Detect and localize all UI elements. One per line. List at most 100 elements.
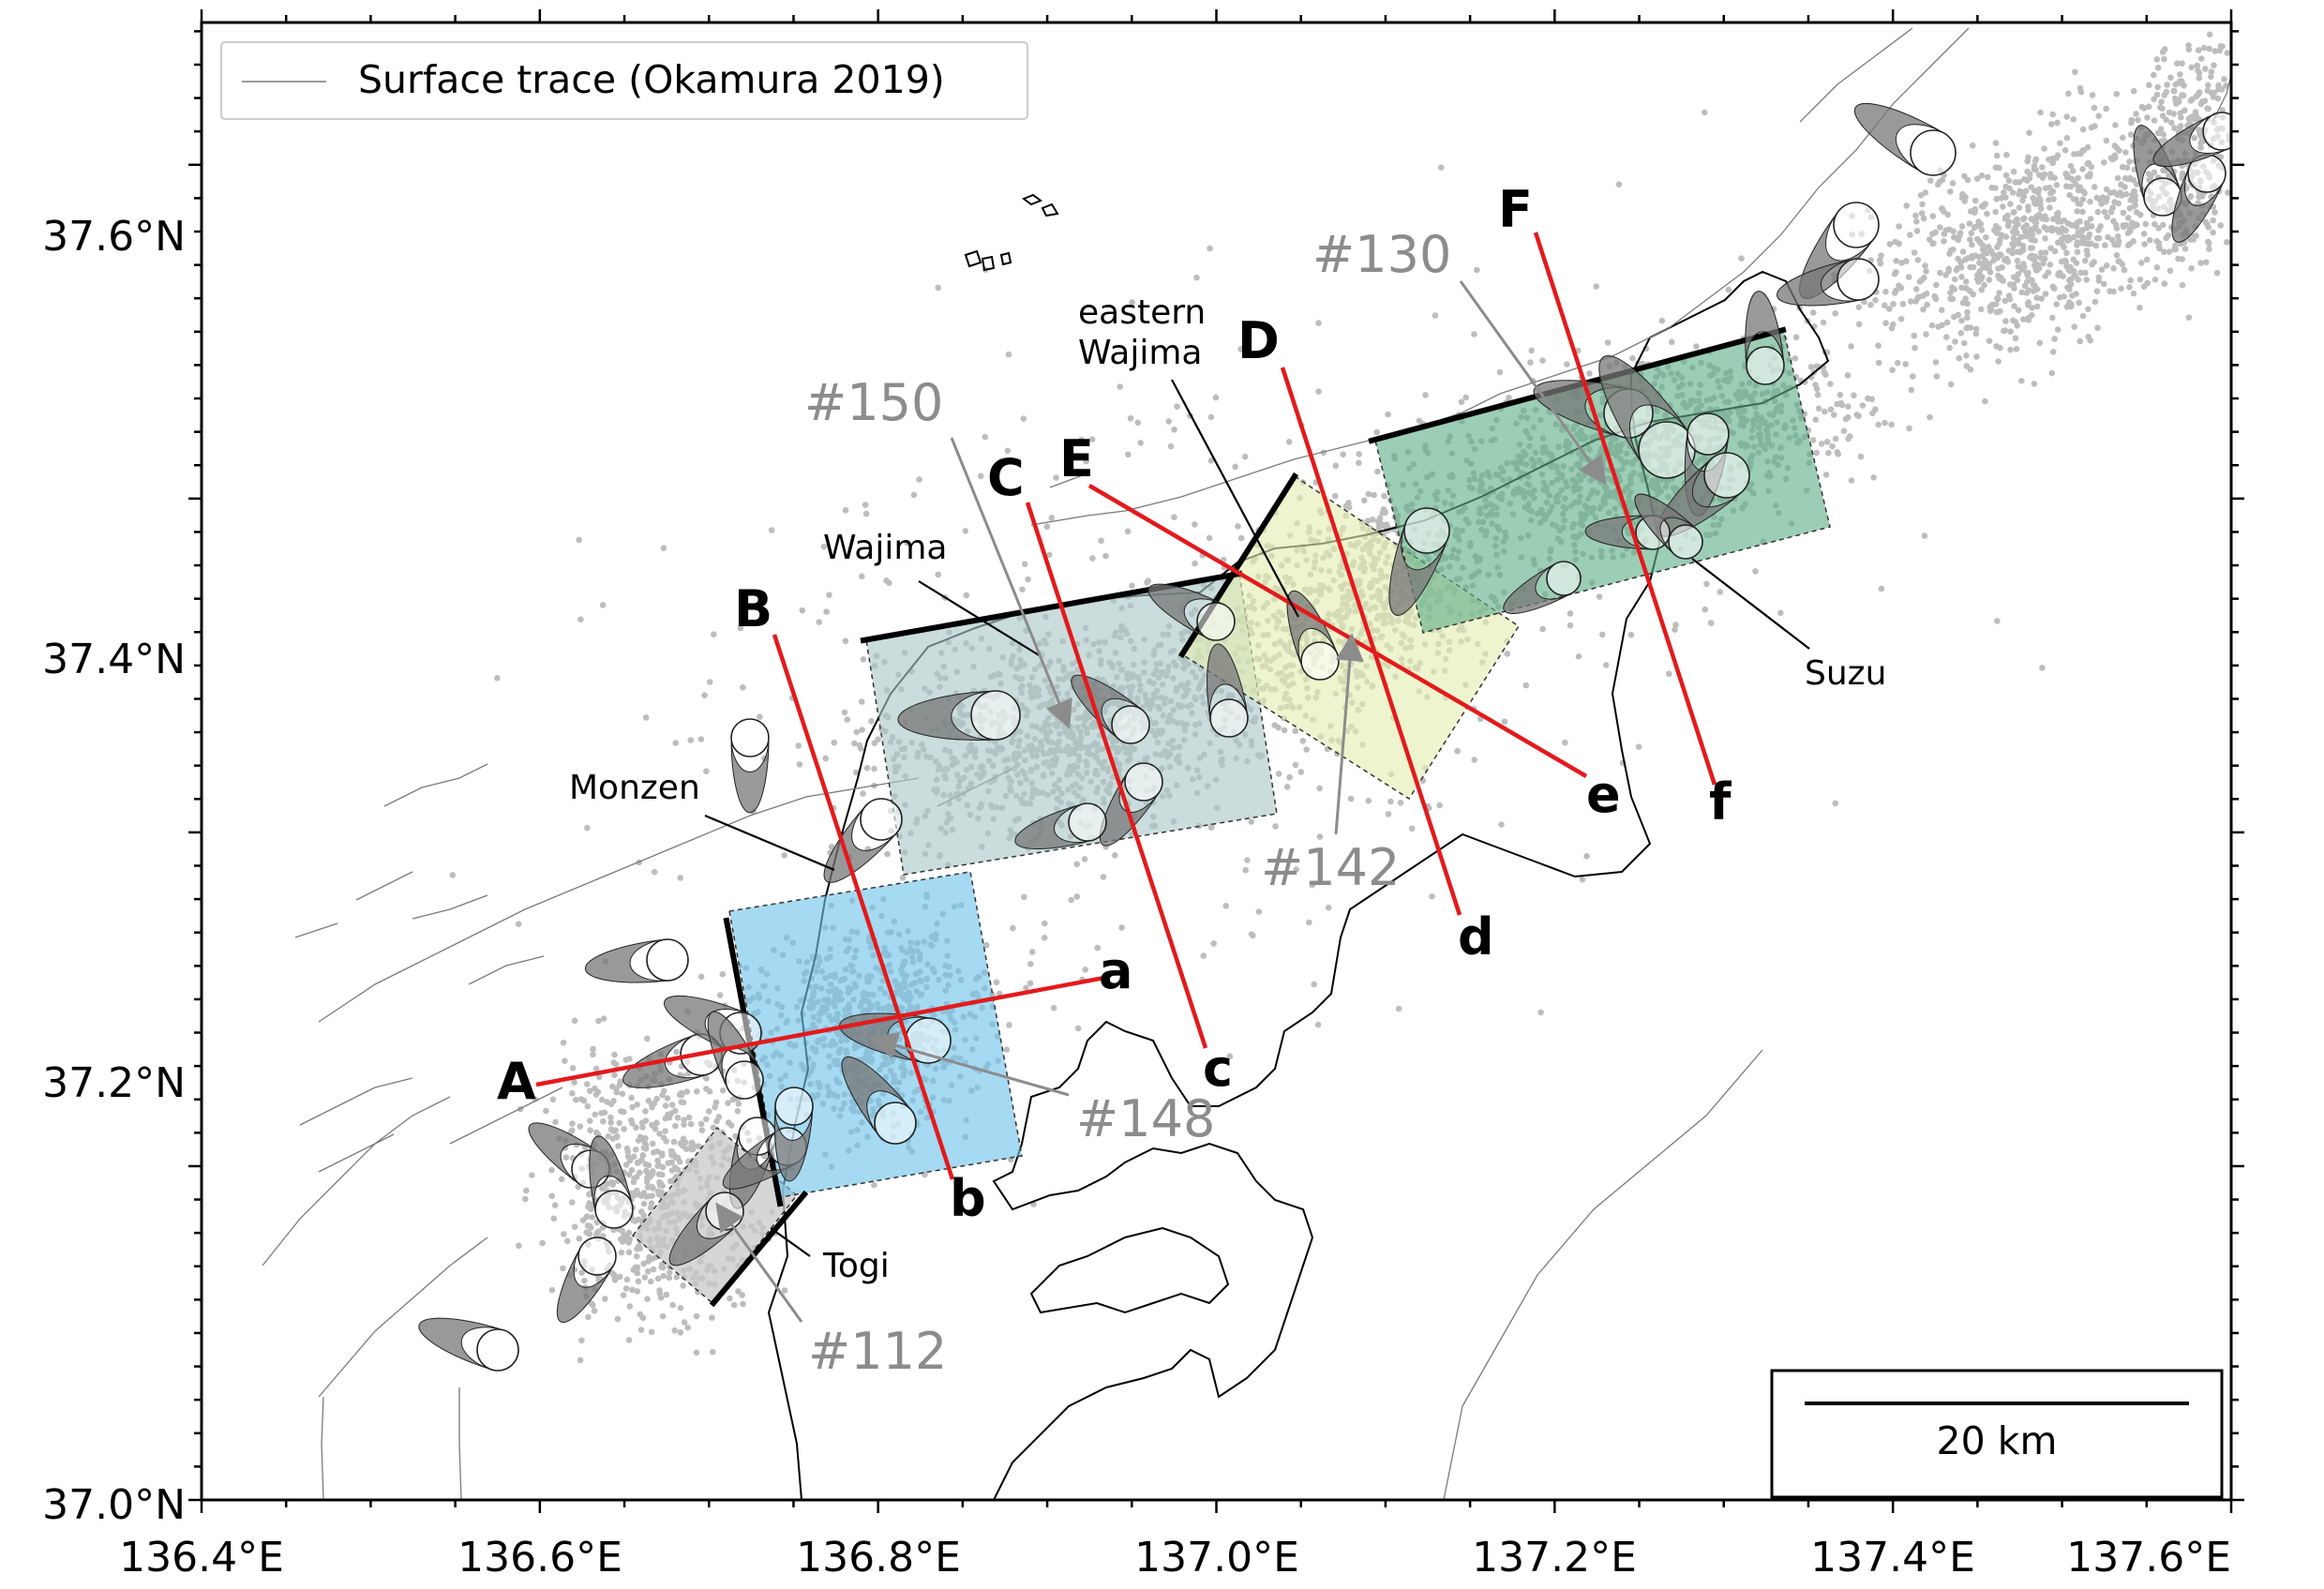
earthquake-dot (1980, 247, 1987, 253)
earthquake-dot (583, 1081, 591, 1087)
earthquake-dot (2126, 204, 2134, 212)
earthquake-dot (2103, 262, 2110, 269)
earthquake-dot (1809, 309, 1817, 316)
earthquake-dot (681, 1121, 687, 1128)
earthquake-dot (2210, 229, 2216, 236)
earthquake-dot (615, 1143, 622, 1149)
earthquake-dot (2191, 134, 2197, 142)
earthquake-dot (1957, 259, 1964, 266)
earthquake-dot (863, 765, 871, 772)
earthquake-dot (2132, 197, 2138, 203)
earthquake-dot (631, 1175, 637, 1182)
earthquake-dot (2070, 233, 2077, 241)
earthquake-dot (548, 1166, 555, 1174)
earthquake-dot (740, 1300, 746, 1308)
earthquake-dot (1629, 354, 1636, 362)
earthquake-dot (2197, 260, 2204, 266)
earthquake-dot (2079, 312, 2087, 320)
earthquake-dot (2042, 273, 2048, 279)
earthquake-dot (2189, 96, 2196, 103)
earthquake-dot (626, 1236, 633, 1243)
earthquake-dot (645, 1258, 652, 1265)
earthquake-dot (2023, 222, 2031, 229)
earthquake-dot (689, 1142, 697, 1148)
earthquake-dot (2175, 255, 2182, 262)
earthquake-dot (622, 1237, 629, 1243)
earthquake-dot (2224, 50, 2231, 56)
earthquake-dot (860, 790, 866, 797)
earthquake-dot (2083, 247, 2091, 254)
earthquake-dot (680, 1282, 686, 1289)
earthquake-dot (656, 1287, 663, 1294)
earthquake-dot (648, 1200, 655, 1207)
earthquake-dot (651, 1149, 657, 1156)
earthquake-dot (1848, 477, 1855, 484)
earthquake-dot (583, 1213, 591, 1220)
earthquake-dot (2217, 222, 2224, 229)
earthquake-dot (632, 1264, 638, 1271)
earthquake-dot (857, 745, 864, 752)
earthquake-dot (1973, 175, 1981, 182)
earthquake-dot (2081, 189, 2088, 197)
earthquake-dot (2071, 151, 2077, 157)
earthquake-dot (1913, 228, 1921, 234)
earthquake-dot (1969, 142, 1976, 149)
earthquake-dot (2071, 323, 2077, 330)
earthquake-dot (609, 1128, 617, 1134)
earthquake-dot (2095, 274, 2103, 281)
earthquake-dot (2012, 335, 2019, 342)
earthquake-dot (1827, 406, 1835, 413)
earthquake-dot (1506, 394, 1512, 401)
earthquake-dot (1994, 244, 2001, 250)
earthquake-dot (682, 1139, 689, 1146)
earthquake-dot (2098, 201, 2105, 207)
earthquake-dot (2015, 307, 2022, 314)
earthquake-dot (2007, 346, 2014, 353)
earthquake-dot (586, 1222, 593, 1230)
earthquake-dot (599, 1185, 606, 1192)
earthquake-dot (620, 1292, 627, 1298)
earthquake-dot (2107, 209, 2115, 216)
earthquake-dot (543, 1107, 549, 1115)
earthquake-dot (2066, 191, 2073, 199)
earthquake-dot (1345, 503, 1353, 511)
earthquake-dot (2074, 248, 2081, 256)
earthquake-dot (1586, 370, 1593, 377)
earthquake-dot (1996, 290, 2002, 296)
earthquake-dot (851, 740, 858, 747)
earthquake-dot (677, 1329, 684, 1336)
earthquake-dot (1993, 226, 2000, 232)
earthquake-dot (2172, 246, 2179, 253)
earthquake-dot (2019, 197, 2026, 204)
earthquake-dot (2145, 171, 2152, 177)
earthquake-dot (576, 1236, 583, 1242)
earthquake-dot (1958, 284, 1965, 292)
earthquake-dot (1921, 275, 1927, 281)
earthquake-dot (611, 1051, 618, 1058)
earthquake-dot (600, 1117, 607, 1125)
earthquake-dot (2068, 301, 2075, 308)
earthquake-dot (1944, 211, 1951, 218)
earthquake-dot (1365, 490, 1372, 498)
earthquake-dot (681, 1117, 687, 1123)
earthquake-dot (628, 1094, 635, 1102)
earthquake-dot (693, 1349, 700, 1357)
earthquake-dot (1006, 1022, 1012, 1028)
earthquake-dot (569, 1199, 576, 1206)
earthquake-dot (645, 1267, 652, 1275)
earthquake-dot (671, 1327, 678, 1334)
earthquake-dot (2014, 257, 2021, 264)
earthquake-dot (575, 1183, 581, 1191)
earthquake-dot (539, 1239, 546, 1247)
earthquake-dot (2073, 196, 2079, 202)
earthquake-dot (1941, 237, 1947, 245)
earthquake-dot (2039, 164, 2046, 171)
earthquake-dot (1938, 205, 1945, 212)
earthquake-dot (1918, 210, 1926, 217)
earthquake-dot (2011, 303, 2017, 309)
earthquake-dot (1855, 304, 1863, 311)
earthquake-dot (529, 1172, 535, 1178)
earthquake-dot (1903, 202, 1910, 209)
earthquake-dot (2085, 159, 2092, 167)
earthquake-dot (1992, 301, 2000, 307)
